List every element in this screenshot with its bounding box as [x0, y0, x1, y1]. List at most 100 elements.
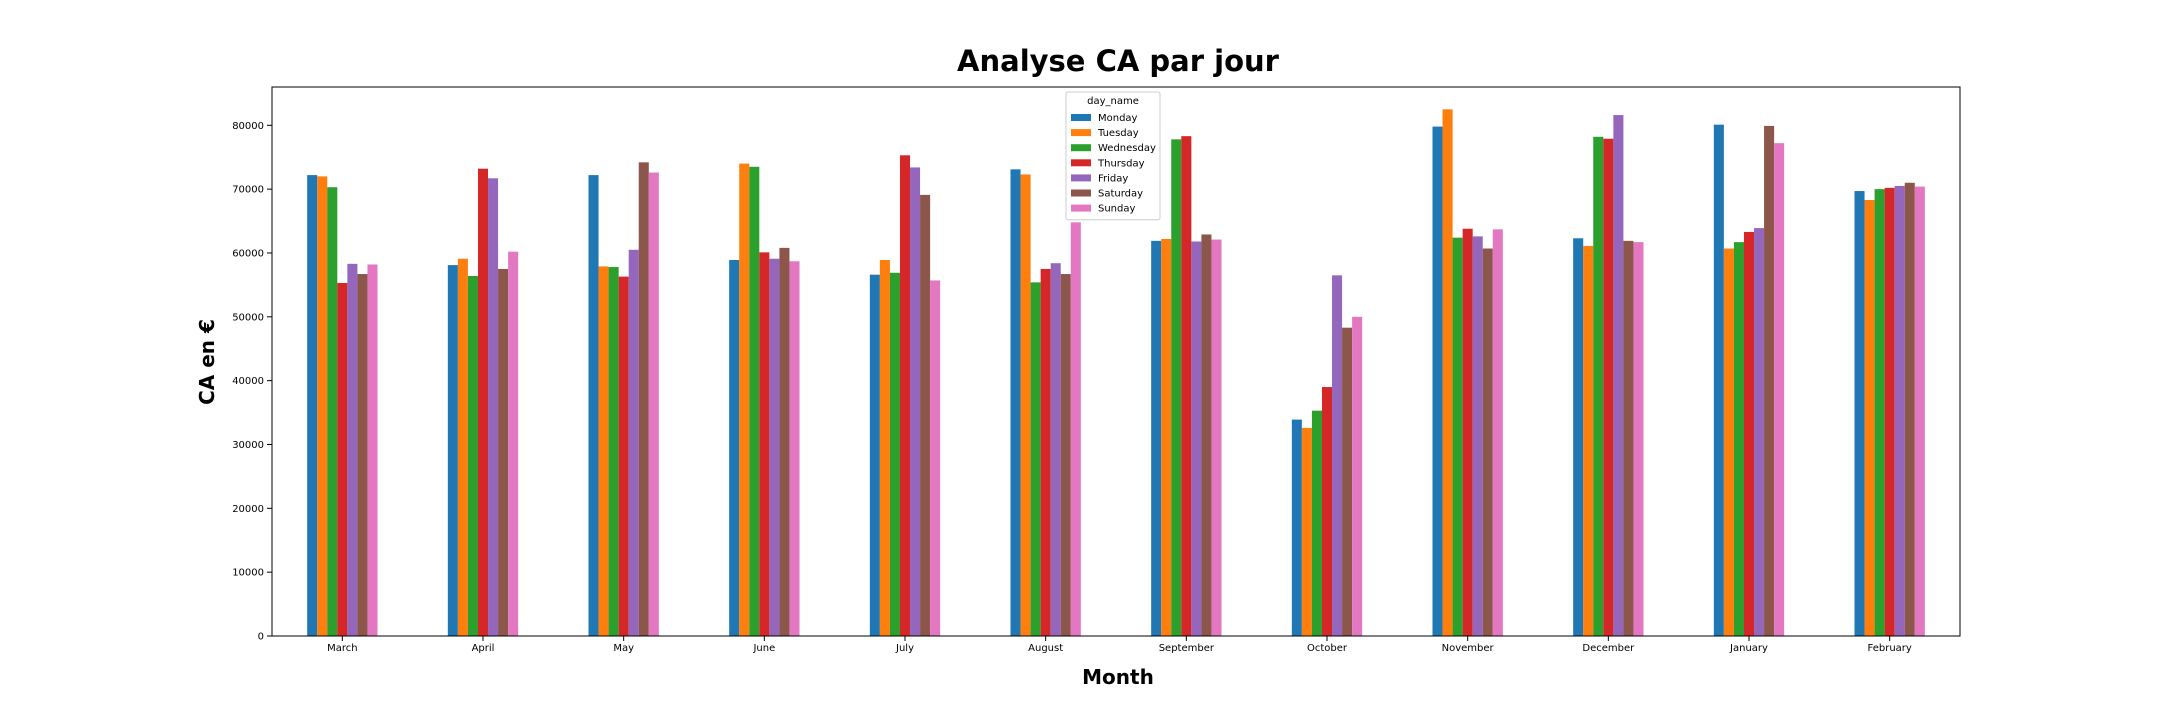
bar-wednesday-june	[749, 166, 760, 637]
bar-wednesday-december	[1593, 136, 1604, 637]
bar-sunday-september	[1211, 239, 1222, 636]
y-tick-label: 70000	[232, 185, 264, 196]
bar-wednesday-march	[327, 187, 338, 636]
bar-tuesday-september	[1161, 238, 1172, 636]
bar-tuesday-february	[1864, 199, 1875, 637]
y-tick-label: 50000	[232, 312, 264, 323]
y-tick-label: 20000	[232, 504, 264, 515]
bar-wednesday-may	[608, 267, 619, 636]
legend-label-tuesday: Tuesday	[1097, 128, 1139, 139]
bar-monday-december	[1573, 238, 1584, 637]
legend-box	[1065, 91, 1161, 221]
legend-label-friday: Friday	[1098, 173, 1128, 184]
bar-sunday-april	[508, 251, 519, 636]
bar-thursday-october	[1321, 387, 1333, 636]
bar-monday-february	[1854, 191, 1865, 637]
bar-thursday-december	[1603, 138, 1614, 636]
bar-friday-february	[1894, 185, 1905, 636]
bar-sunday-june	[789, 261, 800, 636]
bar-monday-january	[1713, 124, 1724, 636]
legend-title: day_name	[1087, 96, 1139, 107]
bar-friday-january	[1754, 228, 1765, 636]
bar-saturday-january	[1764, 125, 1775, 636]
bar-saturday-april	[498, 268, 509, 636]
legend-swatch-friday	[1071, 174, 1091, 182]
y-tick-label: 40000	[232, 376, 264, 387]
bar-monday-april	[447, 265, 458, 636]
bar-monday-october	[1291, 419, 1302, 636]
bar-saturday-september	[1201, 234, 1212, 636]
bar-wednesday-november	[1452, 237, 1463, 636]
bar-thursday-september	[1181, 136, 1192, 636]
bar-wednesday-july	[889, 272, 900, 636]
legend-swatch-thursday	[1071, 159, 1091, 167]
plot-frame	[271, 86, 1961, 637]
bar-sunday-october	[1352, 316, 1363, 636]
bar-sunday-february	[1914, 186, 1925, 636]
y-tick-label: 0	[258, 632, 264, 643]
bar-saturday-march	[357, 274, 368, 636]
legend-swatch-sunday	[1071, 204, 1091, 212]
bar-thursday-june	[759, 252, 770, 636]
bar-tuesday-november	[1442, 109, 1453, 637]
bar-wednesday-february	[1874, 189, 1885, 636]
bar-monday-september	[1151, 240, 1162, 636]
bar-friday-october	[1332, 275, 1343, 636]
legend: day_name Monday Tuesday Wednesday Thursday Fr…	[1065, 91, 1161, 221]
bar-saturday-may	[638, 162, 649, 636]
bar-saturday-october	[1342, 327, 1353, 636]
bar-saturday-august	[1060, 274, 1071, 636]
y-tick-label: 30000	[232, 440, 264, 451]
bar-thursday-march	[337, 282, 348, 636]
bar-sunday-december	[1633, 242, 1644, 636]
bar-thursday-april	[477, 168, 489, 636]
bar-sunday-august	[1070, 222, 1081, 636]
bar-monday-march	[307, 175, 318, 636]
bar-tuesday-august	[1020, 174, 1031, 636]
legend-swatch-monday	[1071, 114, 1091, 121]
bar-wednesday-october	[1311, 410, 1322, 636]
y-axis-label: CA en €	[195, 319, 219, 405]
bar-friday-december	[1613, 115, 1624, 637]
bar-friday-august	[1050, 263, 1061, 636]
legend-swatch-tuesday	[1071, 129, 1091, 137]
y-tick-label: 80000	[232, 121, 264, 132]
bar-monday-november	[1432, 126, 1443, 636]
x-tick-label: December	[1582, 643, 1635, 654]
bar-tuesday-december	[1583, 245, 1594, 636]
bar-friday-july	[910, 167, 921, 636]
bar-sunday-november	[1492, 229, 1503, 637]
bar-sunday-march	[367, 264, 378, 636]
bar-tuesday-october	[1301, 427, 1312, 636]
bar-tuesday-march	[317, 176, 328, 636]
bar-thursday-may	[618, 276, 629, 636]
bar-thursday-november	[1462, 228, 1473, 636]
plot-area: 0 10000 20000 30000 40000 50000 60000 70000 8000…	[232, 86, 1961, 654]
bar-wednesday-august	[1030, 282, 1041, 636]
bar-monday-august	[1010, 169, 1021, 636]
x-tick-label: March	[327, 643, 357, 654]
x-tick-label: February	[1868, 643, 1912, 654]
legend-label-saturday: Saturday	[1098, 189, 1143, 200]
bar-tuesday-june	[739, 163, 750, 636]
bar-friday-march	[347, 263, 358, 636]
bar-saturday-december	[1623, 240, 1634, 636]
x-tick-label: September	[1159, 643, 1215, 654]
bar-monday-may	[588, 175, 599, 636]
y-tick-label: 60000	[232, 248, 264, 259]
bar-tuesday-april	[457, 258, 468, 636]
bar-friday-september	[1191, 241, 1202, 637]
bar-wednesday-april	[467, 275, 478, 636]
y-tick-label: 10000	[232, 568, 264, 579]
legend-swatch-wednesday	[1071, 144, 1091, 152]
legend-label-sunday: Sunday	[1098, 204, 1135, 215]
legend-label-wednesday: Wednesday	[1098, 143, 1156, 154]
x-tick-label: November	[1442, 643, 1495, 654]
x-tick-label: January	[1729, 643, 1768, 654]
x-tick-label: June	[752, 643, 775, 654]
legend-label-thursday: Thursday	[1097, 158, 1145, 169]
bar-monday-june	[729, 260, 740, 636]
legend-swatch-saturday	[1071, 189, 1091, 197]
bar-sunday-july	[930, 280, 941, 636]
